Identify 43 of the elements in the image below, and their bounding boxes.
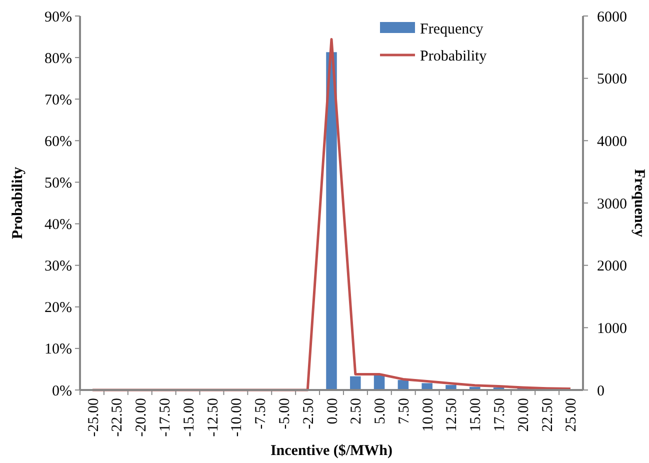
x-tick-label: -10.00 [229,398,246,437]
x-tick-label: 25.00 [564,398,580,432]
y-tick-label: 80% [44,50,72,67]
y2-tick-label: 4000 [597,134,627,150]
y2-tick-label: 1000 [597,320,627,337]
y-tick-label: 70% [44,92,72,108]
x-tick-label: -7.50 [253,398,270,430]
y2-axis-title: Frequency [631,168,647,238]
y-tick-label: 90% [44,9,72,26]
x-tick-label: -17.50 [157,398,174,437]
x-tick-label: 17.50 [492,398,508,432]
x-tick-label: 22.50 [540,398,556,432]
x-tick-label: 7.50 [396,398,412,424]
x-tick-label: -22.50 [110,398,126,437]
y-axis-title: Probability [10,166,26,240]
y-tick-label: 50% [44,175,72,192]
x-tick-label: 5.00 [372,398,389,424]
legend-label: Frequency [420,21,484,38]
y-tick-label: 20% [44,300,72,316]
x-tick-label: 12.50 [444,398,460,432]
x-tick-label: -2.50 [300,398,317,430]
y-tick-label: 0% [52,383,72,400]
y-tick-label: 10% [44,342,72,358]
y-tick-label: 60% [44,134,72,150]
x-tick-label: 20.00 [516,398,532,432]
x-tick-label: -25.00 [86,398,102,437]
x-tick-label: -20.00 [134,398,150,437]
x-tick-label: -5.00 [276,398,293,430]
y-tick-label: 40% [44,217,72,234]
y2-tick-label: 3000 [597,196,627,212]
x-tick-label: -12.50 [205,398,222,437]
y-tick-label: 30% [44,258,72,275]
x-tick-label: 0.00 [324,398,341,424]
x-tick-label: 10.00 [420,398,436,432]
y2-tick-label: 2000 [597,258,627,275]
x-tick-label: -15.00 [181,398,198,437]
y2-tick-label: 5000 [597,72,627,88]
y2-tick-label: 0 [597,383,604,400]
x-tick-label: 15.00 [468,398,484,432]
y2-tick-label: 6000 [597,9,627,26]
x-axis-title: Incentive ($/MWh) [270,443,393,459]
legend-label: Probability [420,48,488,64]
x-tick-label: 2.50 [348,398,365,424]
